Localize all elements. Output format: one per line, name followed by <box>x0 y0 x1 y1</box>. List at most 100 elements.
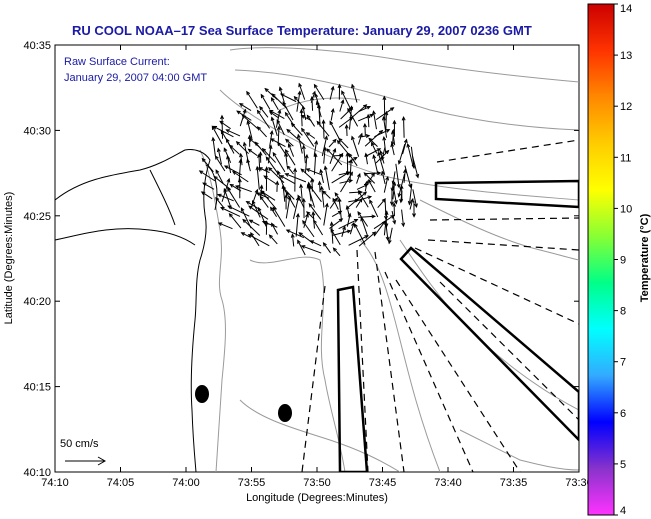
current-vector <box>246 159 251 172</box>
scale-label: 50 cm/s <box>60 438 99 450</box>
current-vector-head <box>235 140 241 146</box>
current-vector-head <box>363 172 368 177</box>
x-tick-label: 73:35 <box>500 477 528 489</box>
current-vector-head <box>310 95 315 101</box>
current-vector-head <box>309 240 315 244</box>
current-vector-head <box>220 129 225 135</box>
current-vector-head <box>387 239 392 245</box>
current-vector-head <box>319 185 324 191</box>
current-vector <box>285 139 294 147</box>
current-vector <box>365 148 381 157</box>
current-vector <box>329 121 340 140</box>
current-vector <box>346 125 348 137</box>
current-vector-head <box>334 192 339 197</box>
current-vector-head <box>277 108 282 114</box>
current-vector-head <box>380 170 385 176</box>
current-vector-head <box>322 146 327 152</box>
current-vector <box>297 240 306 256</box>
x-tick-label: 73:40 <box>434 477 462 489</box>
current-vector-head <box>351 221 355 227</box>
current-vector-head <box>284 149 289 154</box>
current-vector <box>298 83 306 100</box>
current-vector <box>412 189 418 208</box>
current-vector <box>350 104 367 120</box>
current-vector-head <box>384 210 389 216</box>
current-vector <box>383 211 388 236</box>
current-vector-head <box>349 171 353 176</box>
current-vector-head <box>366 105 372 110</box>
current-vector-head <box>272 206 277 211</box>
current-vector-head <box>242 218 247 223</box>
current-vector-head <box>277 141 282 147</box>
current-vector-head <box>242 108 247 114</box>
current-vector-head <box>330 85 335 91</box>
current-vector-head <box>213 175 218 180</box>
current-vector-head <box>270 206 274 212</box>
coastline-path <box>205 164 218 211</box>
current-vector-head <box>270 96 275 102</box>
current-vector-head <box>306 114 311 119</box>
current-vector <box>330 109 334 121</box>
current-vector <box>260 94 271 110</box>
current-vector-head <box>377 151 382 157</box>
current-vector <box>349 159 352 182</box>
current-vector <box>356 173 361 184</box>
current-vector <box>333 247 341 257</box>
current-annotation-line2: January 29, 2007 04:00 GMT <box>64 72 207 84</box>
x-tick-label: 74:00 <box>172 477 200 489</box>
current-vector-head <box>371 214 377 219</box>
current-vector <box>365 153 368 165</box>
current-vector <box>407 143 414 166</box>
current-vector-head <box>247 148 253 153</box>
current-vector-head <box>381 115 386 121</box>
current-vector <box>313 220 324 236</box>
current-vector-head <box>220 114 225 120</box>
current-vector <box>373 220 386 237</box>
current-vector-head <box>354 223 358 228</box>
current-vector-head <box>301 144 306 150</box>
wedge-southeast <box>399 246 579 442</box>
current-vector-head <box>315 100 320 106</box>
current-vector <box>395 163 400 188</box>
current-vector <box>285 149 296 166</box>
current-vector-head <box>290 233 295 238</box>
current-vector-head <box>313 152 318 158</box>
current-vector <box>246 91 258 109</box>
current-vector-head <box>295 196 300 201</box>
current-vector <box>250 232 260 247</box>
current-vector-head <box>391 129 395 135</box>
current-vector-head <box>202 182 207 187</box>
radial-line <box>395 279 521 472</box>
radial-line <box>374 251 405 472</box>
current-vector <box>212 137 216 157</box>
radial-line <box>427 239 579 251</box>
current-vector-head <box>301 127 305 133</box>
current-vector <box>306 115 316 127</box>
current-vector-head <box>364 152 369 158</box>
current-vector-head <box>276 125 281 131</box>
current-vector-head <box>279 93 285 98</box>
current-vector-head <box>384 110 389 116</box>
colorbar-tick-label: 7 <box>620 357 626 369</box>
current-vector-head <box>338 137 343 143</box>
current-vector <box>286 129 305 146</box>
current-vector-head <box>348 152 353 158</box>
current-vector <box>372 111 377 130</box>
x-axis-ticks: 74:10 74:05 74:00 73:55 73:50 73:45 73:40 73:35… <box>41 45 593 489</box>
current-vector-head <box>238 103 244 107</box>
current-vector <box>201 191 213 200</box>
current-vector-head <box>317 180 322 186</box>
colorbar-tick-label: 6 <box>620 408 626 420</box>
current-vector <box>357 135 370 138</box>
current-vector <box>303 213 309 228</box>
current-vector <box>338 138 349 149</box>
current-vector <box>272 152 286 173</box>
current-vector-head <box>390 142 395 148</box>
current-vector-head <box>385 129 391 133</box>
current-vector-head <box>211 136 216 142</box>
current-vector <box>306 132 316 139</box>
current-vector-head <box>276 119 281 124</box>
current-vector <box>217 194 234 202</box>
current-vector-head <box>372 154 377 159</box>
